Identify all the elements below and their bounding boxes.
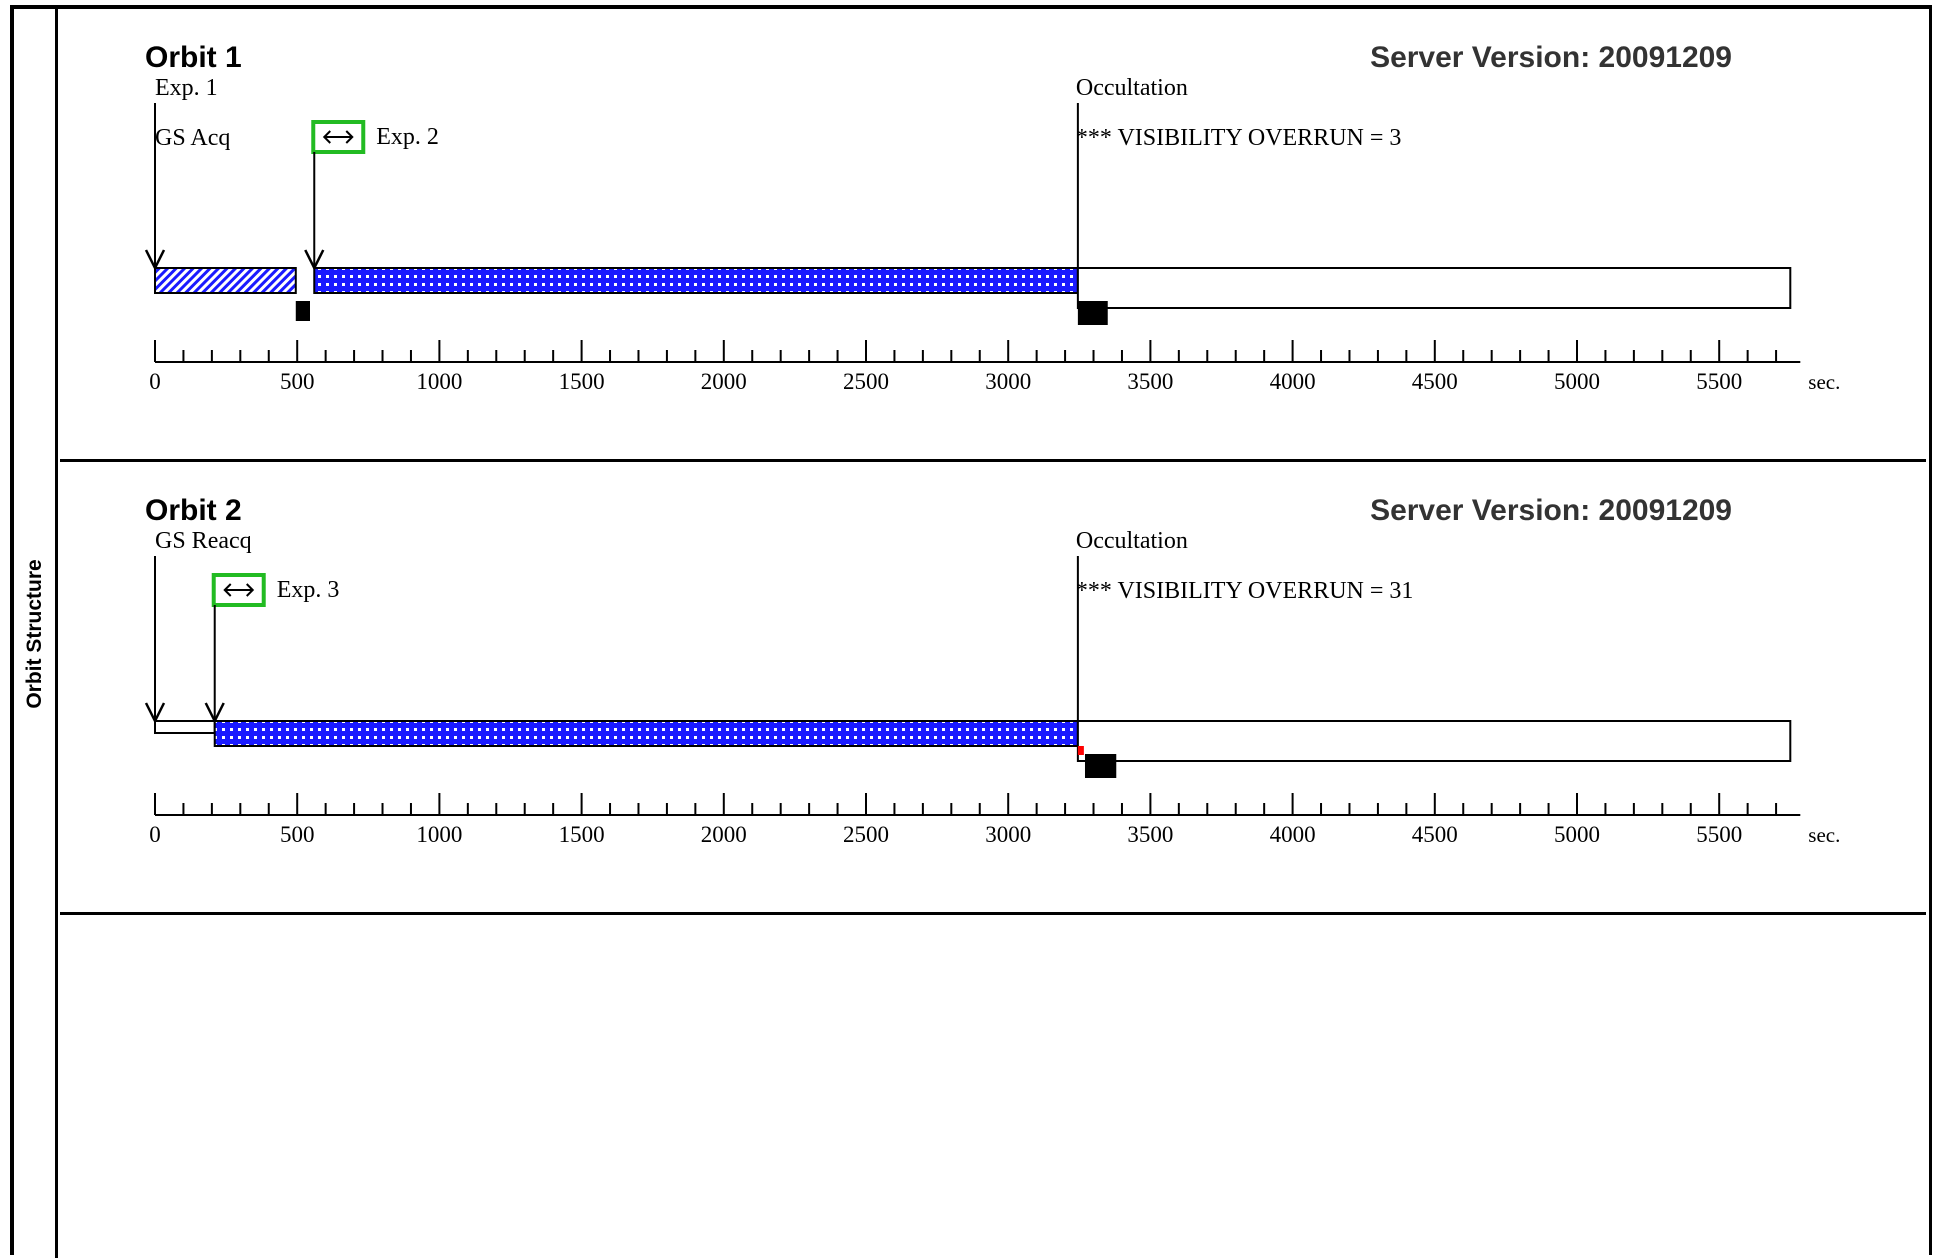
tick-label: 3500 — [1127, 822, 1173, 847]
occultation-label: Occultation — [1076, 75, 1188, 101]
orbit-panel-1: Orbit 1 Server Version: 20091209 Exp. 1 GS … — [60, 9, 1926, 462]
tick-label: 2500 — [843, 369, 889, 394]
axis-unit-label: sec. — [1808, 823, 1840, 847]
tick-label: 5500 — [1696, 822, 1742, 847]
main-frame — [10, 5, 1932, 1255]
exposure-selector-2[interactable] — [211, 573, 266, 607]
black-marker — [1084, 754, 1117, 778]
event-label: Exp. 2 — [376, 124, 439, 150]
tick-label: 0 — [149, 822, 161, 847]
exposure-bar — [213, 720, 1079, 747]
tick-label: 2500 — [843, 822, 889, 847]
tick-label: 1500 — [559, 822, 605, 847]
event-label: GS Reacq — [155, 528, 252, 554]
tick-label: 4000 — [1270, 822, 1316, 847]
left-arrow-icon — [223, 583, 232, 597]
server-version: Server Version: 20091209 — [1370, 41, 1732, 74]
overrun-text: *** VISIBILITY OVERRUN = 3 — [1076, 125, 1402, 151]
tick-label: 500 — [280, 822, 315, 847]
black-marker — [1077, 301, 1108, 325]
tick-label: 4500 — [1412, 822, 1458, 847]
event-label: Exp. 3 — [277, 577, 340, 603]
right-arrow-icon — [345, 130, 354, 144]
occultation-label: Occultation — [1076, 528, 1188, 554]
tick-label: 2000 — [701, 369, 747, 394]
tick-label: 0 — [149, 369, 161, 394]
orbit-2-timeline: Orbit 2 Server Version: 20091209 GS Reacq E… — [144, 494, 1840, 847]
sidebar-title: Orbit Structure — [22, 558, 46, 709]
tick-label: 1000 — [416, 822, 462, 847]
event-arrow — [144, 556, 166, 724]
overrun-text: *** VISIBILITY OVERRUN = 31 — [1076, 578, 1414, 604]
orbit-title: Orbit 1 — [145, 41, 242, 74]
axis-unit-label: sec. — [1808, 370, 1840, 394]
tick-label: 4500 — [1412, 369, 1458, 394]
guide-star-acquisition-bar — [154, 267, 297, 294]
tick-label: 4000 — [1270, 369, 1316, 394]
event-arrow — [304, 152, 325, 271]
overrun-marker — [1077, 746, 1084, 755]
empty-panel — [60, 915, 1926, 1258]
orbit-title: Orbit 2 — [145, 494, 242, 527]
event-label: Exp. 1 — [155, 75, 218, 101]
tick-label: 5000 — [1554, 822, 1600, 847]
black-marker — [295, 301, 310, 321]
guide-star-reacquisition-bar — [154, 720, 216, 734]
tick-label: 5500 — [1696, 369, 1742, 394]
tick-label: 2000 — [701, 822, 747, 847]
server-version: Server Version: 20091209 — [1370, 494, 1732, 527]
occultation-bar — [1076, 267, 1792, 309]
orbit-panel-2: Orbit 2 Server Version: 20091209 GS Reacq E… — [60, 462, 1926, 915]
sidebar: Orbit Structure — [14, 9, 58, 1258]
tick-label: 3000 — [985, 822, 1031, 847]
exposure-selector-2[interactable] — [311, 120, 366, 154]
tick-label: 3000 — [985, 369, 1031, 394]
occultation-bar — [1076, 720, 1792, 762]
tick-label: 5000 — [1554, 369, 1600, 394]
right-arrow-icon — [246, 583, 255, 597]
tick-label: 500 — [280, 369, 315, 394]
event-sublabel: GS Acq — [155, 125, 230, 151]
tick-label: 3500 — [1127, 369, 1173, 394]
left-arrow-icon — [322, 130, 331, 144]
orbit-1-timeline: Orbit 1 Server Version: 20091209 Exp. 1 GS … — [144, 41, 1840, 394]
tick-label: 1000 — [416, 369, 462, 394]
event-arrow — [204, 605, 225, 724]
tick-label: 1500 — [559, 369, 605, 394]
exposure-bar — [313, 267, 1079, 294]
